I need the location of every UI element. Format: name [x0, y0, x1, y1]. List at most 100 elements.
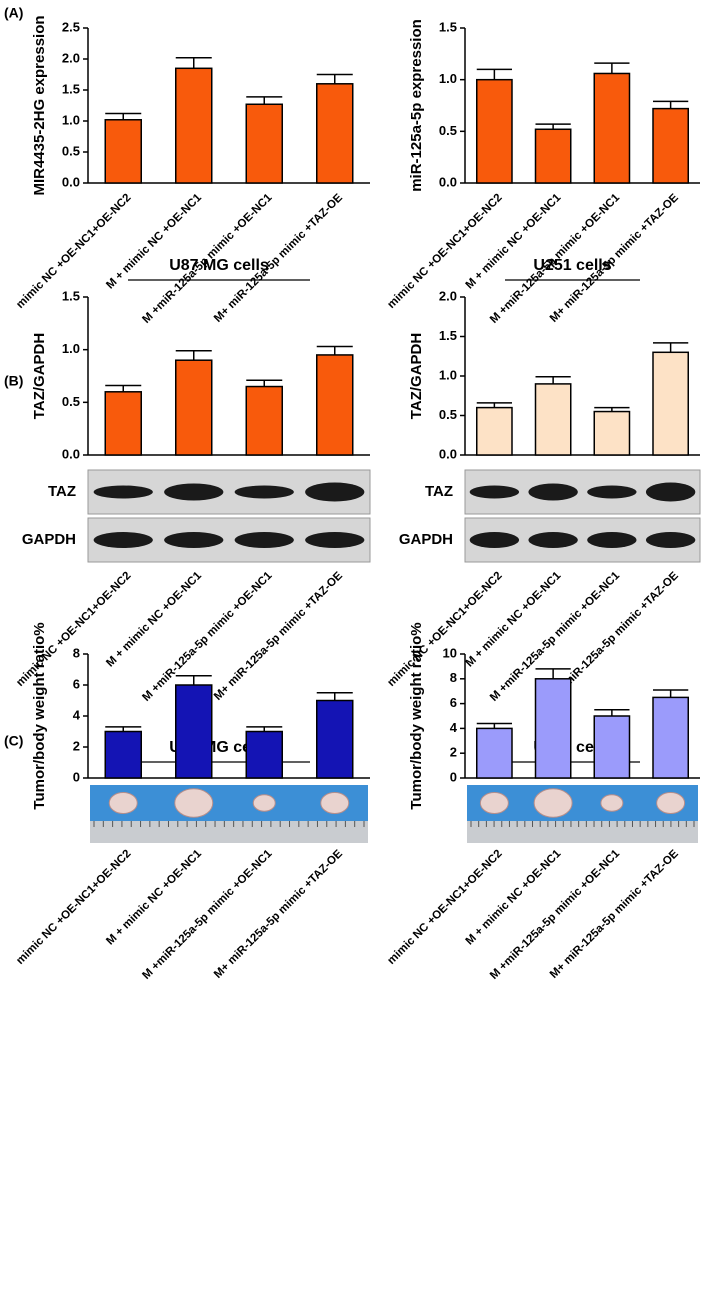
y-tick-label: 0 [73, 769, 80, 784]
tumor [479, 792, 509, 814]
panel-label: (A) [4, 5, 23, 21]
tumor [252, 794, 276, 812]
blot-band [645, 482, 696, 502]
bar [175, 67, 213, 184]
x-tick-label: M +miR-125a-5p mimic +OE-NC1 [140, 847, 275, 982]
y-tick-label: 1.0 [439, 367, 457, 382]
bar [245, 730, 283, 779]
x-tick-label: mimic NC +OE-NC1+OE-NC2 [385, 570, 504, 689]
bar [652, 107, 689, 184]
y-tick-label: 1.0 [439, 71, 457, 86]
bar [245, 103, 283, 184]
x-tick-label: mimic NC +OE-NC1+OE-NC2 [14, 848, 133, 967]
y-tick-label: 1.5 [439, 328, 457, 343]
blot-band [645, 532, 696, 548]
y-tick-label: 0.5 [62, 394, 80, 409]
tumor [108, 792, 138, 814]
blot-label: GAPDH [399, 531, 453, 548]
y-axis-label: MIR4435-2HG expression [31, 15, 48, 195]
blot-band [164, 483, 224, 501]
y-tick-label: 4 [73, 707, 81, 722]
y-tick-label: 1.5 [62, 288, 80, 303]
blot-band [93, 532, 153, 548]
bar [534, 383, 572, 456]
y-tick-label: 1.0 [62, 112, 80, 127]
y-tick-label: 2.0 [62, 50, 80, 65]
x-tick-label: M +miR-125a-5p mimic +OE-NC1 [488, 847, 623, 982]
y-tick-label: 2.0 [439, 288, 457, 303]
blot-band [164, 532, 224, 548]
blot-label: TAZ [425, 483, 453, 500]
blot-band [234, 485, 294, 499]
group-title: U87 MG cells [169, 257, 269, 274]
bar [175, 359, 213, 456]
bar [652, 351, 689, 456]
bar [593, 72, 631, 184]
y-tick-label: 6 [450, 695, 457, 710]
bar [316, 83, 354, 184]
bar [652, 696, 689, 779]
x-tick-label: M+ miR-125a-5p mimic +TAZ-OE [548, 848, 681, 981]
y-tick-label: 0.5 [439, 407, 457, 422]
bar [316, 699, 354, 779]
bar [534, 678, 572, 779]
y-tick-label: 0.0 [439, 446, 457, 461]
blot-band [93, 485, 153, 499]
y-tick-label: 2 [450, 745, 457, 760]
bar [316, 354, 354, 456]
blot-band [234, 532, 294, 548]
y-tick-label: 8 [450, 670, 457, 685]
y-tick-label: 0 [450, 769, 457, 784]
y-axis-label: Tumor/body weight ratio% [31, 622, 48, 809]
x-tick-label: M + mimic NC +OE-NC1 [464, 847, 564, 947]
y-tick-label: 1.0 [62, 341, 80, 356]
x-tick-label: M + mimic NC +OE-NC1 [464, 569, 564, 669]
panel-label: (B) [4, 373, 23, 389]
tumor [320, 792, 350, 814]
y-axis-label: TAZ/GAPDH [408, 333, 425, 419]
y-tick-label: 6 [73, 676, 80, 691]
group-title: U251 cells [533, 257, 611, 274]
y-tick-label: 0.5 [62, 143, 80, 158]
bar [476, 78, 513, 184]
y-tick-label: 8 [73, 645, 80, 660]
tumor [174, 788, 214, 818]
bar [534, 128, 572, 184]
y-tick-label: 0.0 [62, 174, 80, 189]
bar [104, 119, 142, 184]
bar [476, 406, 513, 456]
bar [476, 727, 513, 779]
bar [593, 410, 631, 456]
y-axis-label: TAZ/GAPDH [31, 333, 48, 419]
blot-band [469, 532, 520, 548]
blot-label: TAZ [48, 483, 76, 500]
blot-band [305, 482, 365, 502]
x-tick-label: M+ miR-125a-5p mimic +TAZ-OE [212, 848, 345, 981]
tumor [656, 792, 686, 814]
y-axis-label: miR-125a-5p expression [408, 19, 425, 192]
blot-band [469, 485, 520, 499]
y-tick-label: 10 [443, 645, 457, 660]
tumor [600, 794, 624, 812]
y-tick-label: 0.0 [439, 174, 457, 189]
bar [104, 730, 142, 779]
y-tick-label: 2 [73, 738, 80, 753]
x-tick-label: mimic NC +OE-NC1+OE-NC2 [385, 848, 504, 967]
blot-band [587, 532, 637, 548]
y-tick-label: 0.5 [439, 123, 457, 138]
x-tick-label: M+ miR-125a-5p mimic +TAZ-OE [212, 570, 345, 703]
bar [104, 391, 142, 456]
panel-label: (C) [4, 733, 23, 749]
x-tick-label: M +miR-125a-5p mimic +OE-NC1 [140, 569, 275, 704]
blot-band [305, 532, 365, 548]
x-tick-label: M + mimic NC +OE-NC1 [464, 191, 564, 291]
bar [593, 715, 631, 779]
y-tick-label: 2.5 [62, 19, 80, 34]
bar [245, 385, 283, 456]
y-axis-label: Tumor/body weight ratio% [408, 622, 425, 809]
bar [175, 684, 213, 779]
y-tick-label: 1.5 [62, 81, 80, 96]
y-tick-label: 0.0 [62, 446, 80, 461]
blot-band [528, 483, 578, 501]
